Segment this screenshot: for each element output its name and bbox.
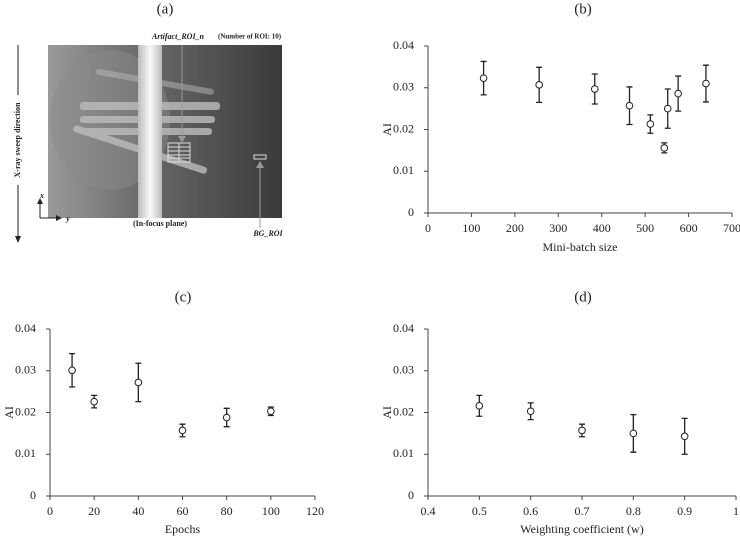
annotation: (In-focus plane) — [133, 219, 187, 228]
x-tick-label: 400 — [593, 221, 611, 235]
point — [660, 144, 669, 152]
point — [134, 378, 143, 387]
annotation: BG_ROI — [252, 229, 283, 238]
point — [475, 402, 484, 410]
point — [178, 426, 187, 435]
point — [629, 429, 638, 438]
x-tick-label: 60 — [177, 504, 189, 518]
y-tick-label: 0.01 — [393, 446, 414, 460]
x-tick-label: 700 — [723, 221, 740, 235]
point — [680, 432, 689, 441]
point — [590, 85, 599, 93]
x-tick-label: 500 — [636, 221, 654, 235]
point — [578, 426, 586, 435]
point — [625, 101, 634, 110]
x-tick-label: 120 — [306, 504, 324, 518]
y-tick-label: 0 — [408, 488, 414, 502]
point — [702, 79, 710, 88]
panel-label: (a) — [157, 1, 174, 17]
sweep-arrow — [15, 45, 62, 243]
x-tick-label: 0.4 — [421, 504, 436, 518]
x-tick-label: 0 — [47, 504, 53, 518]
point — [68, 366, 76, 375]
sweep-label: X-ray sweep direction — [13, 102, 22, 178]
annotation: Artifact_ROI_n — [151, 32, 205, 41]
x-tick-label: 100 — [262, 504, 280, 518]
x-tick-label: 20 — [88, 504, 100, 518]
y-tick-label: 0.03 — [393, 363, 414, 377]
point — [267, 407, 275, 416]
xray-image — [48, 45, 282, 218]
x-tick-label: 0.8 — [626, 504, 641, 518]
x-axis-label: Weighting coefficient (w) — [520, 522, 643, 536]
point — [674, 89, 682, 98]
y-tick-label: 0 — [30, 488, 36, 502]
x-tick-label: 0.5 — [472, 504, 487, 518]
point — [535, 81, 543, 89]
point — [663, 104, 672, 113]
panel-label: (c) — [175, 289, 192, 305]
x-tick-label: 300 — [549, 221, 567, 235]
annotations — [178, 45, 264, 228]
y-tick-label: 0.04 — [393, 321, 414, 335]
x-tick-label: 100 — [462, 221, 480, 235]
x-tick-label: 0.9 — [677, 504, 692, 518]
y-tick-label: 0.04 — [15, 321, 36, 335]
y-tick-label: 0.02 — [15, 404, 36, 418]
y-tick-label: 0.03 — [393, 80, 414, 94]
x-tick-label: 80 — [221, 504, 233, 518]
y-tick-label: 0.01 — [393, 163, 414, 177]
point — [646, 120, 655, 128]
x-axis-label: Mini-batch size — [543, 240, 618, 254]
x-tick-label: 0.6 — [523, 504, 538, 518]
x-tick-label: 200 — [506, 221, 524, 235]
panel-label: (b) — [574, 1, 592, 17]
point — [222, 413, 231, 422]
y-tick-label: 0.04 — [393, 38, 414, 52]
point — [526, 407, 535, 416]
y-tick-label: 0 — [408, 205, 414, 219]
y-tick-label: 0.02 — [393, 121, 414, 135]
axis-label: y — [65, 214, 70, 223]
point — [90, 397, 98, 406]
x-tick-label: 40 — [132, 504, 144, 518]
x-tick-label: 0 — [425, 221, 431, 235]
axis-label: x — [39, 191, 44, 200]
y-axis-label: AI — [380, 406, 394, 419]
panel-label: (d) — [574, 289, 592, 305]
point — [479, 74, 488, 82]
y-tick-label: 0.02 — [393, 404, 414, 418]
x-tick-label: 1 — [733, 504, 739, 518]
annotation: (Number of ROI: 10) — [218, 33, 282, 41]
x-axis-label: Epochs — [165, 522, 201, 536]
y-axis-label: AI — [380, 123, 394, 136]
y-tick-label: 0.03 — [15, 363, 36, 377]
x-tick-label: 600 — [680, 221, 698, 235]
y-axis-label: AI — [2, 406, 16, 419]
x-tick-label: 0.7 — [575, 504, 590, 518]
y-tick-label: 0.01 — [15, 446, 36, 460]
